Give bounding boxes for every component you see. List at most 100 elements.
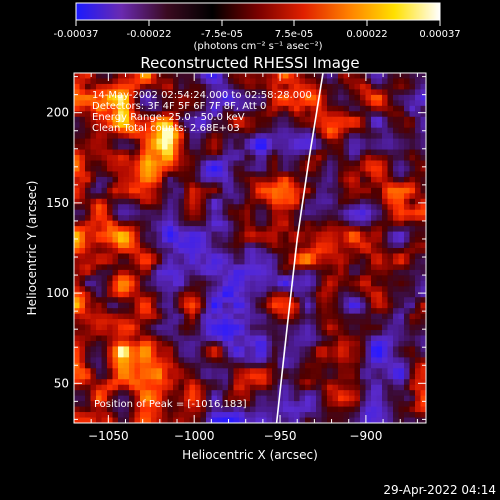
heatmap-cell: [107, 171, 113, 178]
heatmap-cell: [294, 280, 300, 287]
heatmap-cell: [162, 165, 168, 172]
heatmap-cell: [228, 258, 234, 265]
heatmap-cell: [321, 242, 328, 249]
heatmap-cell: [85, 171, 91, 178]
heatmap-cell: [228, 269, 234, 276]
heatmap-cell: [101, 357, 108, 364]
heatmap-cell: [140, 390, 146, 397]
heatmap-cell: [244, 78, 251, 85]
heatmap-cell: [415, 160, 421, 167]
heatmap-cell: [90, 193, 97, 200]
heatmap-cell: [233, 100, 240, 107]
heatmap-cell: [85, 297, 91, 304]
heatmap-cell: [145, 351, 152, 358]
heatmap-cell: [360, 264, 366, 271]
heatmap-cell: [376, 165, 383, 172]
heatmap-cell: [371, 401, 377, 407]
heatmap-cell: [415, 324, 421, 331]
heatmap-cell: [299, 165, 306, 172]
heatmap-cell: [118, 373, 124, 380]
heatmap-cell: [294, 406, 300, 413]
heatmap-cell: [233, 406, 240, 413]
heatmap-cell: [200, 395, 207, 402]
heatmap-cell: [233, 78, 240, 85]
heatmap-cell: [332, 171, 339, 178]
heatmap-cell: [134, 133, 141, 140]
heatmap-cell: [162, 176, 168, 183]
heatmap-cell: [404, 242, 410, 249]
heatmap-cell: [85, 187, 91, 194]
heatmap-cell: [305, 412, 311, 418]
heatmap-cell: [283, 280, 289, 287]
heatmap-cell: [349, 100, 355, 107]
heatmap-cell: [327, 357, 333, 364]
heatmap-cell: [162, 297, 168, 304]
heatmap-cell: [266, 204, 273, 211]
heatmap-cell: [129, 149, 135, 156]
heatmap-cell: [371, 94, 377, 101]
heatmap-cell: [415, 226, 421, 232]
heatmap-cell: [250, 105, 256, 112]
heatmap-cell: [79, 280, 86, 287]
heatmap-cell: [316, 324, 322, 331]
heatmap-cell: [371, 149, 377, 156]
heatmap-cell: [206, 340, 212, 347]
heatmap-cell: [107, 220, 113, 227]
heatmap-cell: [365, 417, 372, 423]
heatmap-cell: [387, 155, 394, 161]
heatmap-cell: [74, 401, 80, 407]
heatmap-cell: [90, 302, 97, 309]
heatmap-cell: [420, 78, 426, 85]
heatmap-cell: [393, 165, 399, 172]
heatmap-cell: [112, 253, 119, 260]
heatmap-cell: [349, 231, 355, 238]
heatmap-cell: [244, 357, 251, 364]
heatmap-cell: [156, 291, 163, 298]
heatmap-cell: [162, 171, 168, 178]
heatmap-cell: [371, 335, 377, 342]
heatmap-cell: [332, 149, 339, 156]
heatmap-cell: [211, 94, 218, 101]
heatmap-cell: [217, 242, 223, 249]
y-axis-label: Heliocentric Y (arcsec): [25, 181, 39, 316]
heatmap-cell: [365, 330, 372, 336]
heatmap-cell: [239, 78, 245, 85]
heatmap-cell: [343, 100, 350, 107]
heatmap-cell: [112, 248, 119, 254]
heatmap-cell: [222, 209, 229, 216]
heatmap-cell: [277, 286, 284, 293]
heatmap-cell: [321, 220, 328, 227]
heatmap-cell: [107, 302, 113, 309]
heatmap-cell: [206, 193, 212, 200]
heatmap-cell: [316, 149, 322, 156]
heatmap-cell: [420, 231, 426, 238]
heatmap-cell: [288, 226, 295, 232]
heatmap-cell: [178, 395, 185, 402]
heatmap-cell: [250, 412, 256, 418]
heatmap-cell: [371, 204, 377, 211]
heatmap-cell: [255, 351, 262, 358]
heatmap-cell: [79, 176, 86, 183]
heatmap-cell: [90, 330, 97, 336]
heatmap-cell: [123, 209, 130, 216]
heatmap-cell: [365, 242, 372, 249]
heatmap-cell: [404, 258, 410, 265]
heatmap-cell: [288, 368, 295, 375]
annotation-energy-range: Energy Range: 25.0 - 50.0 keV: [92, 112, 245, 123]
heatmap-cell: [90, 395, 97, 402]
heatmap-cell: [360, 275, 366, 282]
heatmap-cell: [349, 133, 355, 140]
heatmap-cell: [140, 144, 146, 150]
heatmap-cell: [365, 395, 372, 402]
heatmap-cell: [310, 198, 317, 205]
heatmap-cell: [200, 94, 207, 101]
heatmap-cell: [371, 384, 377, 391]
heatmap-cell: [79, 198, 86, 205]
heatmap-cell: [338, 127, 344, 134]
heatmap-cell: [239, 346, 245, 353]
heatmap-cell: [74, 122, 80, 129]
heatmap-cell: [360, 165, 366, 172]
heatmap-cell: [107, 286, 113, 293]
heatmap-cell: [156, 242, 163, 249]
heatmap-cell: [96, 204, 102, 211]
